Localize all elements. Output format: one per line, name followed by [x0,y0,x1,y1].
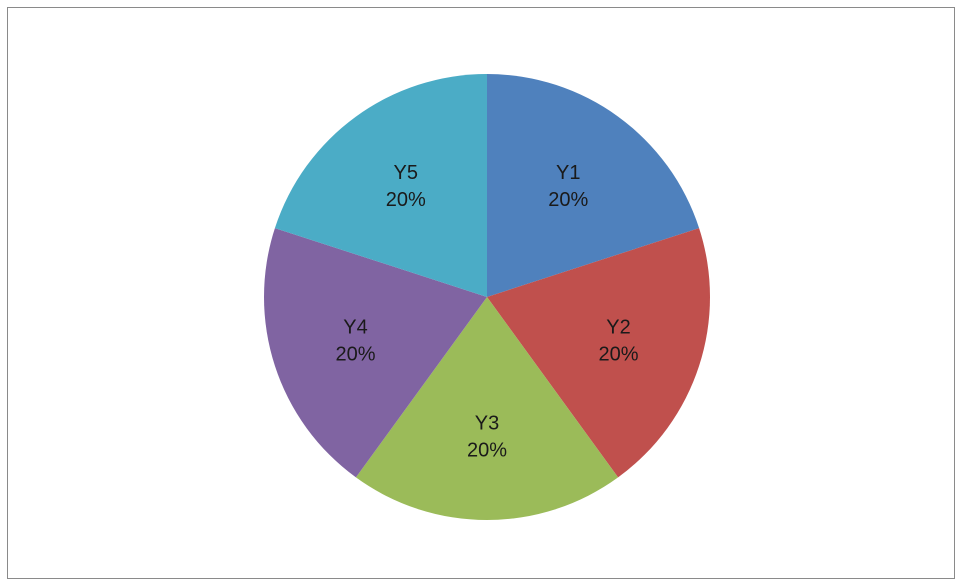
pie-slice-y4 [264,228,487,478]
slice-category-label: Y3 [475,412,499,434]
pie-slices [264,74,711,521]
slice-percent-label: 20% [335,344,375,366]
pie-slice-y5 [274,74,487,297]
pie-labels: Y1 20% Y2 20% Y3 20% Y4 20% Y5 20% [335,162,638,461]
slice-percent-label: 20% [386,189,426,211]
pie-slice-y1 [487,74,700,297]
pie-slice-y2 [487,228,711,478]
slice-category-label: Y5 [393,162,417,184]
slice-category-label: Y4 [343,317,367,339]
slice-category-label: Y1 [556,162,580,184]
slice-category-label: Y2 [606,317,630,339]
pie-slice-y3 [355,297,619,521]
slice-percent-label: 20% [598,344,638,366]
slice-percent-label: 20% [548,189,588,211]
slice-percent-label: 20% [467,439,507,461]
